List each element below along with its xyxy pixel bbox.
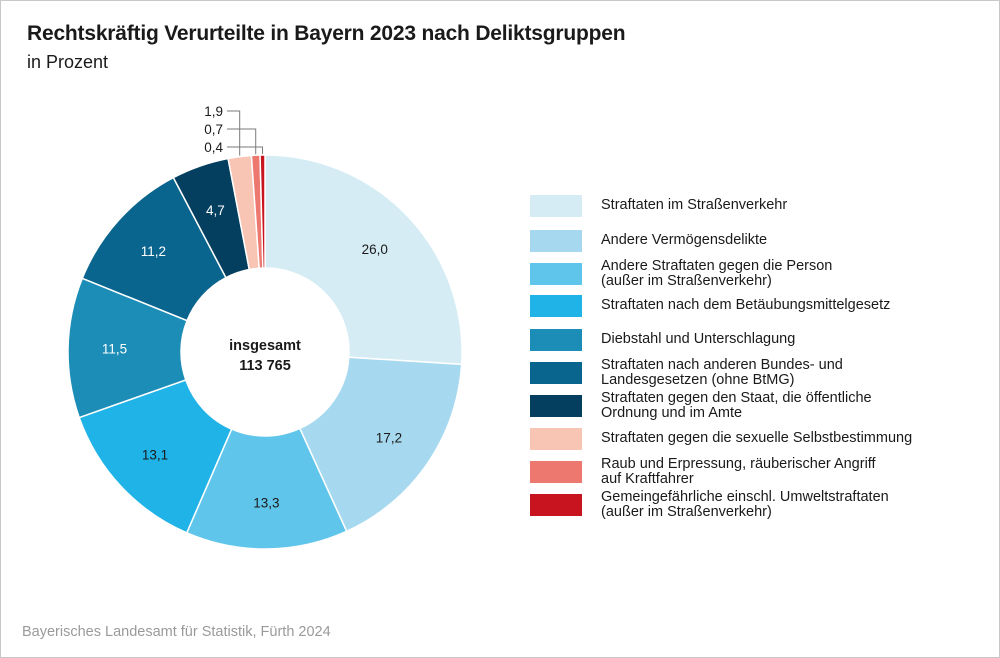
legend-item: Straftaten gegen die sexuelle Selbstbest…	[530, 427, 990, 457]
legend-item: Straftaten im Straßenverkehr	[530, 194, 990, 224]
legend-item: Straftaten gegen den Staat, die öffentli…	[530, 390, 990, 424]
donut-slices	[67, 154, 463, 550]
slice-value-label: 0,4	[204, 140, 223, 155]
legend-label: Straftaten nach anderen Bundes- und Land…	[601, 357, 843, 388]
source-note: Bayerisches Landesamt für Statistik, Für…	[22, 624, 331, 640]
center-value: 113 765	[239, 358, 291, 374]
legend-swatch	[530, 195, 582, 217]
legend-label: Diebstahl und Unterschlagung	[601, 331, 796, 347]
legend-label: Andere Vermögensdelikte	[601, 232, 768, 248]
slice-value-label: 0,7	[204, 122, 223, 137]
legend-swatch	[530, 230, 582, 252]
slice-10	[259, 154, 266, 269]
slice-3	[185, 427, 348, 550]
legend-label: Straftaten im Straßenverkehr	[601, 197, 788, 213]
slice-value-label: 17,2	[376, 430, 402, 445]
legend-item: Diebstahl und Unterschlagung	[530, 328, 990, 358]
legend-swatch	[530, 362, 582, 384]
legend-item: Andere Straftaten gegen die Person (auße…	[530, 258, 990, 292]
slice-5	[67, 277, 189, 419]
leader-line	[227, 110, 241, 156]
legend-label: Straftaten gegen die sexuelle Selbstbest…	[601, 430, 913, 446]
legend-item: Raub und Erpressung, räuberischer Angrif…	[530, 456, 990, 490]
slice-2	[298, 356, 463, 533]
leader-line	[227, 128, 257, 155]
legend-item: Gemeingefährliche einschl. Umweltstrafta…	[530, 489, 990, 523]
legend-item: Straftaten nach anderen Bundes- und Land…	[530, 357, 990, 391]
legend-label: Straftaten nach dem Betäubungsmittelgese…	[601, 297, 891, 313]
chart-title: Rechtskräftig Verurteilte in Bayern 2023…	[27, 22, 626, 45]
legend-swatch	[530, 461, 582, 483]
leader-line	[227, 146, 264, 155]
legend-swatch	[530, 395, 582, 417]
legend-swatch	[530, 494, 582, 516]
chart-subtitle: in Prozent	[27, 52, 109, 72]
legend-swatch	[530, 263, 582, 285]
slice-value-label: 13,3	[253, 495, 279, 510]
legend-label: Gemeingefährliche einschl. Umweltstrafta…	[601, 489, 889, 520]
slice-value-label: 1,9	[204, 104, 223, 119]
legend-label: Straftaten gegen den Staat, die öffentli…	[601, 390, 872, 421]
legend-item: Andere Vermögensdelikte	[530, 229, 990, 259]
slice-value-label: 26,0	[362, 242, 388, 257]
slice-value-label: 11,2	[141, 244, 166, 259]
legend-swatch	[530, 295, 582, 317]
slice-1	[264, 154, 463, 366]
slice-value-label: 13,1	[142, 448, 168, 463]
legend-item: Straftaten nach dem Betäubungsmittelgese…	[530, 294, 990, 324]
legend-label: Andere Straftaten gegen die Person (auße…	[601, 258, 833, 289]
legend-label: Raub und Erpressung, räuberischer Angrif…	[601, 456, 876, 487]
center-label: insgesamt	[229, 338, 301, 354]
slice-value-label: 11,5	[102, 342, 127, 357]
leader-lines	[227, 110, 264, 156]
slice-value-label: 4,7	[206, 203, 225, 218]
legend-swatch	[530, 329, 582, 351]
slice-labels: 26,0 17,2 13,3 13,1 11,5 11,2 4,7 0,4 0,7 1,9	[102, 104, 402, 510]
legend-swatch	[530, 428, 582, 450]
